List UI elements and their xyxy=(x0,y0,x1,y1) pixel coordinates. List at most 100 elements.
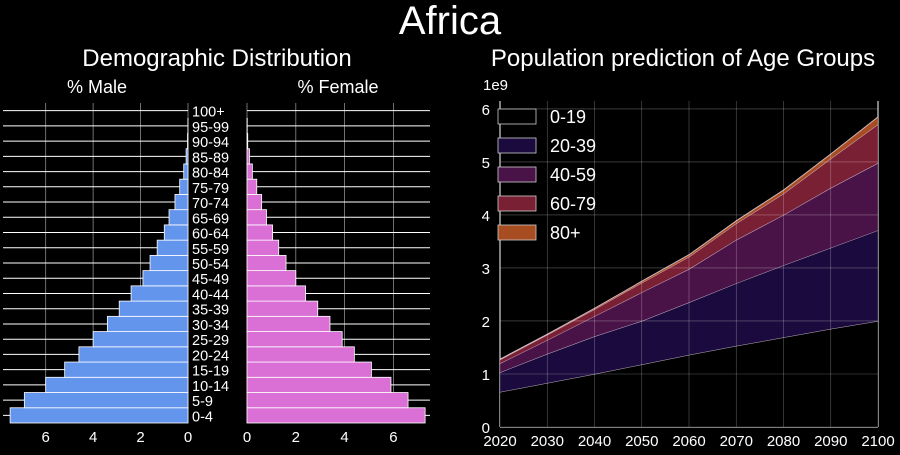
male-tick-label: 2 xyxy=(136,429,144,446)
male-tick-label: 4 xyxy=(89,429,97,446)
age-label: 45-49 xyxy=(192,272,229,288)
age-label: 10-14 xyxy=(192,379,229,395)
male-bar xyxy=(157,240,188,255)
figure-title: Africa xyxy=(399,0,502,43)
female-bar xyxy=(247,194,262,209)
female-tick-label: 2 xyxy=(292,429,300,446)
male-bar xyxy=(107,316,188,331)
area-title: Population prediction of Age Groups xyxy=(491,45,875,72)
female-bar xyxy=(247,301,318,316)
male-bar xyxy=(186,149,188,164)
male-tick-label: 0 xyxy=(184,429,192,446)
pyramid-title: Demographic Distribution xyxy=(82,45,351,72)
male-axis-title: % Male xyxy=(67,77,127,97)
female-bar xyxy=(247,316,330,331)
male-bar xyxy=(175,194,188,209)
female-panel: 0 2 4 6 xyxy=(243,103,430,446)
y-tick-label: 6 xyxy=(482,102,490,119)
age-label: 5-9 xyxy=(192,394,213,410)
legend-swatch xyxy=(498,138,536,153)
legend-swatch xyxy=(498,167,536,182)
male-bar xyxy=(79,347,188,362)
age-label: 40-44 xyxy=(192,287,229,303)
male-bar xyxy=(93,332,188,347)
age-labels: 0-45-910-1415-1920-2425-2930-3435-3940-4… xyxy=(192,105,229,426)
male-bar xyxy=(180,179,188,194)
age-label: 55-59 xyxy=(192,242,229,258)
female-bar xyxy=(247,133,248,148)
female-bar xyxy=(247,393,408,408)
age-label: 65-69 xyxy=(192,211,229,227)
x-tick-label: 2030 xyxy=(531,433,564,450)
age-label: 0-4 xyxy=(192,409,213,425)
male-bar xyxy=(143,271,188,286)
area-scale-label: 1e9 xyxy=(483,77,508,94)
female-bar xyxy=(247,362,371,377)
x-tick-label: 2090 xyxy=(814,433,847,450)
female-bar xyxy=(247,225,273,240)
male-bar xyxy=(119,301,188,316)
age-label: 90-94 xyxy=(192,135,229,151)
female-bar xyxy=(247,210,267,225)
female-tick-label: 0 xyxy=(243,429,251,446)
male-bar xyxy=(184,164,188,179)
female-bar xyxy=(247,149,249,164)
legend-swatch xyxy=(498,196,536,211)
age-label: 70-74 xyxy=(192,196,229,212)
x-tick-label: 2050 xyxy=(625,433,658,450)
male-panel: 6 4 2 0 xyxy=(3,103,192,446)
female-tick-label: 4 xyxy=(340,429,348,446)
female-bar xyxy=(247,408,425,423)
male-tick-label: 6 xyxy=(42,429,50,446)
male-bar xyxy=(65,362,188,377)
male-bar xyxy=(169,210,188,225)
x-tick-label: 2080 xyxy=(767,433,800,450)
female-bar xyxy=(247,347,354,362)
age-label: 20-24 xyxy=(192,348,229,364)
x-tick-label: 2020 xyxy=(483,433,516,450)
age-label: 60-64 xyxy=(192,227,229,243)
age-label: 95-99 xyxy=(192,120,229,136)
age-label: 100+ xyxy=(192,105,225,121)
age-label: 85-89 xyxy=(192,150,229,166)
legend-label: 60-79 xyxy=(550,194,596,214)
female-bar xyxy=(247,179,257,194)
age-label: 25-29 xyxy=(192,333,229,349)
x-tick-label: 2070 xyxy=(720,433,753,450)
female-bar xyxy=(247,332,342,347)
male-bar xyxy=(164,225,188,240)
age-label: 35-39 xyxy=(192,303,229,319)
x-tick-label: 2100 xyxy=(861,433,894,450)
age-label: 50-54 xyxy=(192,257,229,273)
legend-label: 20-39 xyxy=(550,136,596,156)
x-tick-label: 2060 xyxy=(672,433,705,450)
male-bar xyxy=(150,255,188,270)
age-label: 80-84 xyxy=(192,166,229,182)
female-axis-title: % Female xyxy=(297,77,378,97)
female-bar xyxy=(247,240,279,255)
female-tick-label: 6 xyxy=(389,429,397,446)
age-label: 15-19 xyxy=(192,364,229,380)
female-bar xyxy=(247,377,391,392)
legend-swatch xyxy=(498,225,536,240)
legend-swatch xyxy=(498,109,536,124)
x-tick-label: 2040 xyxy=(578,433,611,450)
legend-label: 0-19 xyxy=(550,107,586,127)
female-bar xyxy=(247,271,296,286)
y-tick-label: 1 xyxy=(482,367,490,384)
age-label: 75-79 xyxy=(192,181,229,197)
male-bar xyxy=(131,286,188,301)
legend-label: 80+ xyxy=(550,223,581,243)
male-bar xyxy=(46,377,188,392)
male-bar xyxy=(10,408,188,423)
female-bar xyxy=(247,164,252,179)
y-tick-label: 5 xyxy=(482,155,490,172)
female-bar xyxy=(247,286,306,301)
y-tick-label: 3 xyxy=(482,261,490,278)
female-bar xyxy=(247,255,286,270)
y-tick-label: 2 xyxy=(482,314,490,331)
male-bar xyxy=(24,393,188,408)
legend-label: 40-59 xyxy=(550,165,596,185)
